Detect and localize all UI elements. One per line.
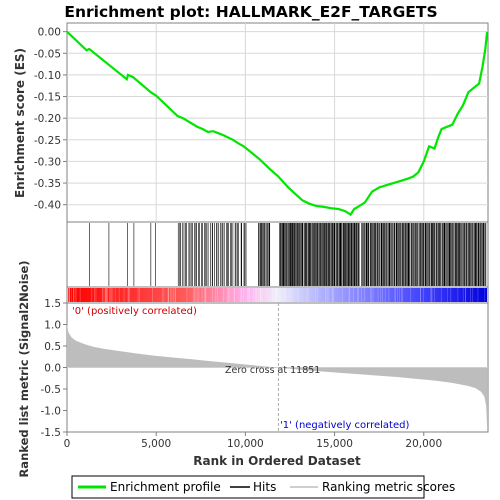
es-line-layer xyxy=(66,30,489,217)
hit-markers xyxy=(88,223,487,286)
hits-panel-frame xyxy=(66,221,489,288)
es-y-tick-label: 0.00 xyxy=(38,27,61,39)
positive-correlation-label: '0' (positively correlated) xyxy=(72,306,197,317)
metric-area-layer xyxy=(67,303,488,432)
legend-label-enrichment: Enrichment profile xyxy=(110,480,221,494)
es-y-tick-label: -0.15 xyxy=(34,92,61,104)
metric-y-tick-label: 1.5 xyxy=(44,298,61,310)
chart-title: Enrichment plot: HALLMARK_E2F_TARGETS xyxy=(64,3,437,21)
es-y-tick-label: -0.30 xyxy=(34,156,61,168)
x-tick-label: 20,000 xyxy=(405,438,442,450)
es-y-ticks: 0.00 -0.05 -0.10 -0.15 -0.20 -0.25 -0.30 -0.35 -… xyxy=(34,27,67,212)
es-y-tick-label: -0.10 xyxy=(34,70,61,82)
legend-label-hits: Hits xyxy=(253,480,276,494)
x-axis-label: Rank in Ordered Dataset xyxy=(193,454,361,468)
metric-y-axis-label: Ranked list metric (Signal2Noise) xyxy=(17,260,31,477)
metric-y-tick-label: -0.5 xyxy=(41,384,62,396)
zero-cross-label: Zero cross at 11851 xyxy=(225,365,320,376)
metric-y-tick-label: 1.0 xyxy=(44,320,61,332)
rank-colorbar xyxy=(67,288,487,302)
metric-y-tick-label: -1.5 xyxy=(41,427,62,439)
metric-y-tick-label: 0.0 xyxy=(44,363,61,375)
metric-y-tick-label: -1.0 xyxy=(41,406,62,418)
es-y-tick-label: -0.20 xyxy=(34,113,61,125)
es-panel-frame xyxy=(66,22,489,223)
es-y-tick-label: -0.25 xyxy=(34,135,61,147)
es-y-tick-label: -0.05 xyxy=(34,48,61,60)
metric-x-ticks: 0 5,000 10,000 15,000 20,000 xyxy=(64,432,442,450)
x-tick-label: 15,000 xyxy=(316,438,353,450)
negative-correlation-label: '1' (negatively correlated) xyxy=(280,420,409,431)
legend-label-metric: Ranking metric scores xyxy=(322,480,455,494)
ranked-metric-area xyxy=(67,324,488,427)
x-tick-label: 10,000 xyxy=(227,438,264,450)
es-y-tick-label: -0.35 xyxy=(34,178,61,190)
colorbar-rect xyxy=(68,288,487,302)
es-y-tick-label: -0.40 xyxy=(34,200,61,212)
es-gridlines xyxy=(67,23,488,222)
metric-y-ticks: 1.5 1.0 0.5 0.0 -0.5 -1.0 -1.5 xyxy=(41,298,67,439)
x-tick-label: 0 xyxy=(64,438,71,450)
x-tick-label: 5,000 xyxy=(141,438,171,450)
metric-y-tick-label: 0.5 xyxy=(44,341,61,353)
enrichment-profile-line xyxy=(66,30,489,217)
es-y-axis-label: Enrichment score (ES) xyxy=(13,48,27,198)
